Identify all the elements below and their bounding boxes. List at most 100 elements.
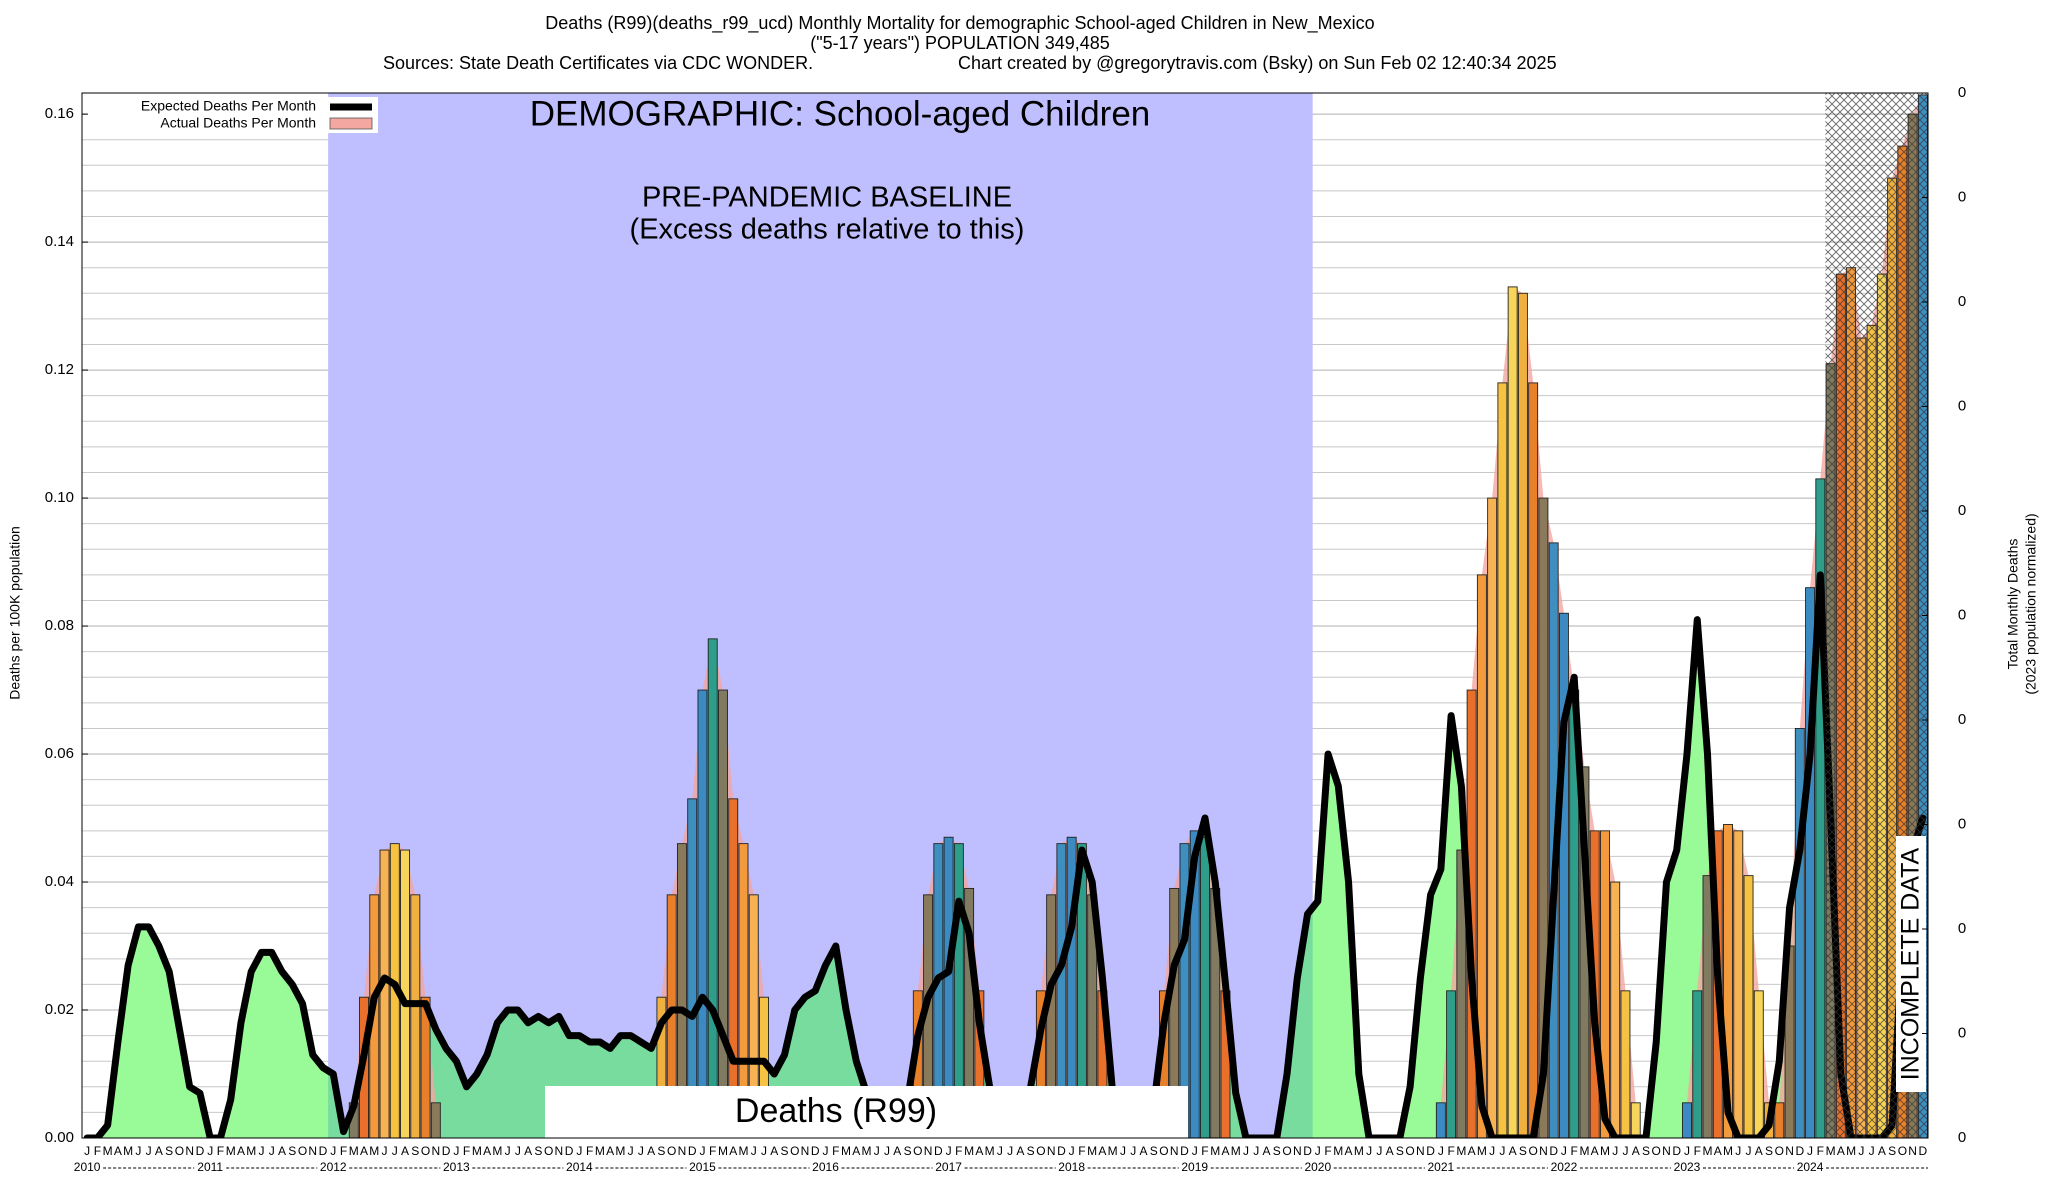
x-tick-label: A [770, 1144, 778, 1158]
x-tick-label: A [155, 1144, 163, 1158]
x-tick-label: J [874, 1144, 880, 1158]
x-tick-label: M [123, 1144, 133, 1158]
x-tick-label: F [1817, 1144, 1824, 1158]
x-tick-label: M [738, 1144, 748, 1158]
x-tick-label: O [1159, 1144, 1168, 1158]
x-tick-label: D [811, 1144, 820, 1158]
bar [1528, 382, 1539, 1139]
x-tick-label: J [269, 1144, 275, 1158]
x-tick-label: O [421, 1144, 430, 1158]
x-tick-label: A [1714, 1144, 1722, 1158]
x-tick-label: M [246, 1144, 256, 1158]
x-tick-label: M [1477, 1144, 1487, 1158]
legend-label: Expected Deaths Per Month [141, 98, 316, 114]
y-tick-label: 0.08 [45, 617, 74, 634]
y2-axis-label: Total Monthly Deaths [2005, 539, 2021, 670]
x-tick-label: M [1354, 1144, 1364, 1158]
y2-tick-label: 0 [1958, 188, 1966, 205]
bar [1733, 830, 1744, 1139]
bar [1702, 875, 1713, 1139]
x-tick-label: F [340, 1144, 347, 1158]
x-tick-label: O [1405, 1144, 1414, 1158]
bar [1487, 497, 1498, 1139]
x-tick-label: M [595, 1144, 605, 1158]
x-tick-label: S [1396, 1144, 1404, 1158]
x-tick-label: A [1755, 1144, 1763, 1158]
y2-tick-label: 0 [1958, 293, 1966, 310]
x-tick-label: N [1539, 1144, 1548, 1158]
x-tick-label: M [841, 1144, 851, 1158]
x-tick-label: J [628, 1144, 634, 1158]
x-tick-label: F [463, 1144, 470, 1158]
x-tick-label: J [761, 1144, 767, 1158]
x-tick-label: J [1192, 1144, 1198, 1158]
x-tick-label: M [862, 1144, 872, 1158]
x-tick-label: M [1087, 1144, 1097, 1158]
baseline-region [328, 93, 1313, 1138]
x-tick-label: J [1684, 1144, 1690, 1158]
x-tick-label: O [790, 1144, 799, 1158]
x-tick-label: A [1837, 1144, 1845, 1158]
x-tick-label: O [1898, 1144, 1907, 1158]
bar [1517, 292, 1528, 1139]
x-tick-label: A [893, 1144, 901, 1158]
x-tick-label: M [1231, 1144, 1241, 1158]
year-label: 2022 [1551, 1160, 1578, 1174]
legend-box [86, 97, 378, 133]
x-tick-label: D [319, 1144, 328, 1158]
x-tick-label: A [483, 1144, 491, 1158]
x-tick-label: N [678, 1144, 687, 1158]
x-tick-label: M [472, 1144, 482, 1158]
year-label: 2017 [935, 1160, 962, 1174]
y-tick-label: 0.14 [45, 233, 74, 250]
x-tick-label: F [1078, 1144, 1085, 1158]
x-tick-label: M [369, 1144, 379, 1158]
bar [1630, 1102, 1641, 1139]
y-tick-label: 0.16 [45, 105, 74, 122]
incomplete-label: INCOMPLETE DATA [1897, 847, 1925, 1080]
x-tick-label: D [1303, 1144, 1312, 1158]
x-tick-label: J [1489, 1144, 1495, 1158]
x-tick-label: A [852, 1144, 860, 1158]
year-label: 2019 [1181, 1160, 1208, 1174]
year-label: 2015 [689, 1160, 716, 1174]
x-tick-label: F [94, 1144, 101, 1158]
credit: Chart created by @gregorytravis.com (Bsk… [958, 53, 1557, 73]
year-label: 2016 [812, 1160, 839, 1174]
x-tick-label: J [1612, 1144, 1618, 1158]
x-tick-label: S [1888, 1144, 1896, 1158]
x-tick-label: N [308, 1144, 317, 1158]
year-label: 2011 [197, 1160, 223, 1174]
x-tick-label: N [1047, 1144, 1056, 1158]
bar [1446, 990, 1457, 1139]
x-tick-label: M [1826, 1144, 1836, 1158]
x-tick-label: J [884, 1144, 890, 1158]
bar [1507, 286, 1518, 1139]
bar [707, 638, 718, 1139]
x-tick-label: J [997, 1144, 1003, 1158]
x-tick-label: O [1036, 1144, 1045, 1158]
x-tick-label: M [1210, 1144, 1220, 1158]
y2-tick-label: 0 [1958, 606, 1966, 623]
x-tick-label: J [1561, 1144, 1567, 1158]
bar [410, 894, 421, 1139]
y-axis-label: Deaths per 100K population [7, 526, 23, 700]
x-tick-label: A [1016, 1144, 1024, 1158]
x-tick-label: F [709, 1144, 716, 1158]
x-tick-label: M [1846, 1144, 1856, 1158]
x-tick-label: A [1386, 1144, 1394, 1158]
bar [1200, 836, 1210, 1139]
actual-area [1435, 286, 1641, 1139]
x-tick-label: J [1858, 1144, 1864, 1158]
x-tick-label: A [1468, 1144, 1476, 1158]
legend-swatch [329, 117, 373, 130]
x-tick-label: J [146, 1144, 152, 1158]
x-tick-label: A [360, 1144, 368, 1158]
y2-tick-label: 0 [1958, 1129, 1966, 1146]
year-label: 2014 [566, 1160, 593, 1174]
chart-title: Deaths (R99)(deaths_r99_ucd) Monthly Mor… [545, 13, 1374, 34]
x-tick-label: D [934, 1144, 943, 1158]
x-tick-label: S [1027, 1144, 1035, 1158]
x-tick-label: A [278, 1144, 286, 1158]
